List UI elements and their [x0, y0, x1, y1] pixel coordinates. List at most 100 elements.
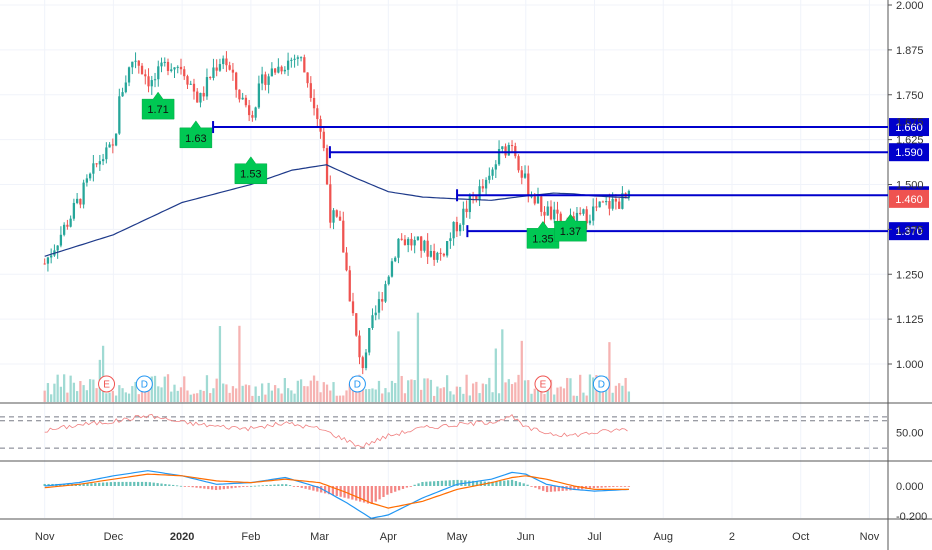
candle [296, 57, 299, 59]
macd-histogram-bar [397, 486, 401, 491]
level-tag-label: 1.590 [895, 147, 923, 159]
event-marker: D [348, 375, 366, 393]
volume-bar [361, 389, 364, 402]
candle [199, 92, 202, 103]
candle [173, 67, 176, 70]
macd-histogram-bar [448, 480, 451, 486]
macd-histogram-bar [553, 486, 557, 492]
candle [179, 66, 183, 70]
volume-bar [63, 374, 66, 402]
macd-histogram-bar [475, 481, 479, 486]
candle [170, 69, 173, 71]
y-tick-label: 2.000 [896, 0, 924, 12]
macd-histogram-bar [121, 481, 124, 486]
candle [501, 146, 504, 150]
candle [257, 83, 261, 108]
macd-histogram-bar [269, 484, 272, 486]
candle [286, 60, 290, 70]
candle [361, 357, 364, 369]
event-marker: E [534, 375, 552, 393]
macd-histogram-bar [175, 485, 179, 487]
volume-bar [387, 392, 390, 402]
candle [306, 72, 309, 84]
candle [387, 276, 390, 285]
macd-histogram-bar [623, 486, 627, 487]
volume-bar [257, 395, 261, 402]
volume-bar [290, 390, 293, 402]
x-tick-label: Aug [653, 531, 673, 543]
volume-bar [501, 329, 504, 402]
volume-bar [601, 392, 605, 402]
candle [186, 76, 189, 85]
volume-bar [342, 395, 345, 402]
candle [420, 236, 423, 251]
macd-histogram-bar [144, 481, 148, 486]
candle [400, 238, 403, 240]
candle [543, 211, 546, 216]
volume-bar [179, 387, 183, 402]
volume-bar [546, 382, 549, 402]
macd-histogram-bar [425, 481, 428, 486]
candle [592, 206, 595, 221]
candle [202, 92, 205, 97]
macd-histogram-bar [452, 480, 455, 486]
macd-histogram-bar [413, 484, 416, 486]
volume-bar [384, 388, 387, 402]
candle [368, 328, 371, 353]
candle [377, 299, 381, 313]
macd-histogram-bar [140, 481, 144, 486]
callout-shape [554, 213, 587, 242]
x-tick-label: 2020 [170, 531, 194, 543]
volume-bar [293, 393, 296, 402]
volume-bar [69, 375, 72, 402]
candle [157, 66, 160, 80]
candle [325, 148, 329, 185]
candle [452, 221, 455, 239]
volume-bar [53, 383, 56, 402]
volume-bar [413, 380, 416, 402]
macd-histogram-bar [487, 481, 490, 486]
volume-bar [108, 392, 111, 402]
candle [588, 220, 592, 224]
macd-histogram-bar [608, 486, 611, 488]
candle [95, 163, 98, 165]
volume-bar [75, 391, 79, 402]
candle [468, 194, 471, 213]
candle [397, 238, 400, 258]
volume-bar [618, 383, 621, 402]
candle [390, 261, 394, 277]
macd-histogram-bar [164, 484, 167, 486]
volume-bar [394, 383, 397, 402]
macd-histogram-bar [257, 485, 261, 487]
macd-histogram-bar [596, 486, 599, 488]
macd-histogram-bar [612, 486, 615, 487]
candle [303, 57, 306, 73]
candle [244, 97, 248, 106]
candle [523, 173, 527, 178]
volume-bar [348, 383, 351, 402]
volume-bar [231, 386, 235, 402]
level-price-tag: 1.660 [889, 118, 929, 137]
macd-histogram-bar [129, 481, 132, 486]
candle [176, 66, 179, 68]
macd-histogram-bar [234, 486, 237, 488]
candle [225, 58, 228, 66]
volume-bar [614, 385, 618, 402]
macd-histogram-bar [417, 483, 420, 486]
volume-bar [124, 392, 127, 402]
candle [134, 60, 137, 62]
level-tag-bg [889, 222, 929, 241]
x-tick-label: Apr [380, 531, 397, 543]
volume-bar [329, 390, 332, 402]
volume-bar [420, 389, 423, 402]
volume-bar [192, 393, 196, 402]
candle [163, 61, 166, 63]
level-price-tag: 1.370 [889, 222, 929, 241]
macd-histogram-bar [98, 482, 101, 486]
macd-histogram-bar [577, 486, 580, 490]
macd-pane: 0.000 -0.200 [43, 470, 927, 523]
volume-bar [228, 392, 231, 402]
